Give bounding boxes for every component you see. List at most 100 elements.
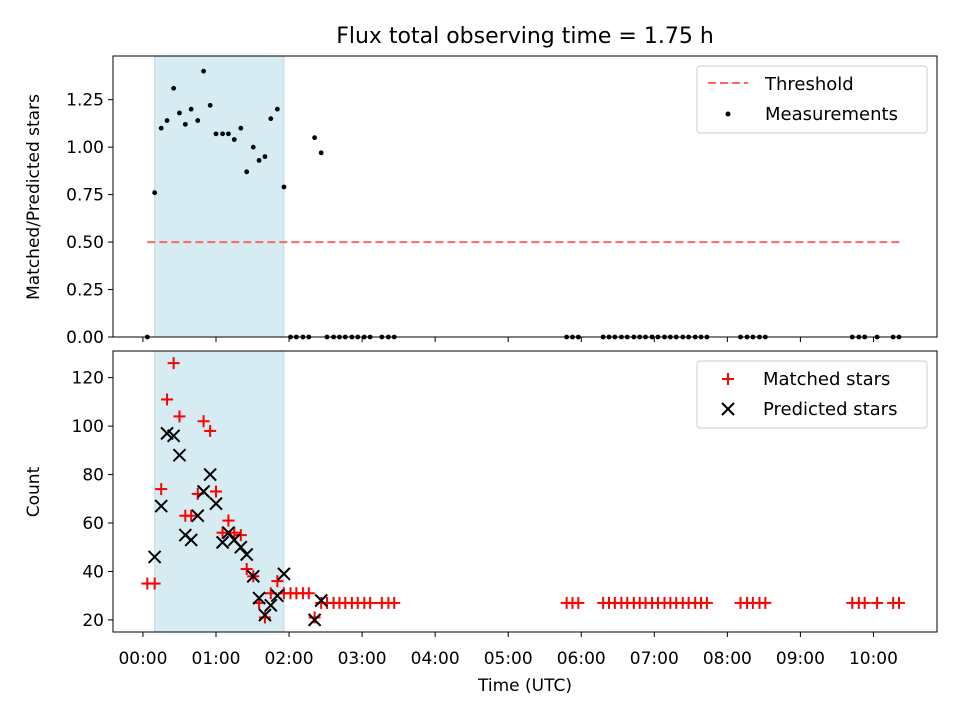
predicted-star-point xyxy=(258,608,272,622)
legend-measurements-swatch xyxy=(725,111,731,117)
top-x-ticks xyxy=(142,337,874,342)
legend-measurements-label: Measurements xyxy=(765,104,898,125)
x-tick-label: 02:00 xyxy=(265,649,314,669)
matched-star-point xyxy=(234,529,247,542)
measurement-point xyxy=(268,116,274,122)
bottom-y-tick-label: 60 xyxy=(82,514,104,534)
top-y-tick-label: 1.00 xyxy=(66,138,104,158)
measurement-point xyxy=(318,150,324,156)
top-highlight-span xyxy=(154,55,285,338)
predicted-star-point xyxy=(215,535,230,550)
top-legend: Threshold Measurements xyxy=(696,65,928,134)
legend-matched-label: Matched stars xyxy=(763,369,890,390)
top-panel: 0.00 0.25 0.50 0.75 1.00 1.25 Flux total obse… xyxy=(24,24,938,348)
predicted-star-point xyxy=(239,547,254,562)
measurement-point xyxy=(188,106,194,112)
matched-star-point xyxy=(572,596,585,609)
bottom-legend-box xyxy=(696,360,928,429)
top-y-ticks: 0.00 0.25 0.50 0.75 1.00 1.25 xyxy=(66,91,113,348)
x-tick-label: 04:00 xyxy=(411,649,460,669)
predicted-star-point xyxy=(314,593,328,608)
measurement-point xyxy=(164,118,170,123)
measurement-point xyxy=(152,190,158,196)
predicted-star-point xyxy=(196,484,211,499)
x-axis-label: Time (UTC) xyxy=(477,676,572,696)
matched-star-point xyxy=(871,596,884,609)
predicted-star-point xyxy=(203,467,217,482)
predicted-star-point xyxy=(166,429,181,443)
bottom-x-ticks: 00:00 01:00 02:00 03:00 04:00 05:00 06:00 07:00… xyxy=(118,632,898,669)
x-tick-label: 06:00 xyxy=(557,649,606,669)
measurement-point xyxy=(213,131,219,137)
top-axes-frame xyxy=(112,55,938,338)
x-tick-label: 00:00 xyxy=(118,649,167,669)
measurement-point xyxy=(207,102,213,108)
matched-star-point xyxy=(216,526,229,539)
predicted-star-point xyxy=(221,525,236,540)
legend-predicted-swatch xyxy=(721,402,735,416)
bottom-panel: 20 40 60 80 100 120 00:00 01:00 02:00 03:00 04:00… xyxy=(24,350,938,696)
matched-star-point xyxy=(155,483,168,496)
measurement-point xyxy=(312,135,318,141)
predicted-star-point xyxy=(172,448,187,462)
predicted-star-point xyxy=(234,540,248,554)
matched-star-point xyxy=(222,514,235,527)
x-tick-label: 05:00 xyxy=(484,649,533,669)
predicted-star-point xyxy=(209,496,223,511)
matched-star-point xyxy=(893,596,906,609)
matched-star-point xyxy=(173,410,186,423)
measurement-point xyxy=(158,125,164,131)
predicted-stars-points xyxy=(147,426,328,627)
matched-star-point xyxy=(258,611,271,624)
measurement-point xyxy=(226,131,231,137)
matched-star-point xyxy=(271,575,284,588)
chart-title: Flux total observing time = 1.75 h xyxy=(336,24,714,49)
measurement-point xyxy=(220,131,225,137)
legend-matched-swatch xyxy=(722,373,734,385)
legend-threshold-label: Threshold xyxy=(764,74,854,95)
measurement-point xyxy=(171,85,177,91)
matched-star-point xyxy=(185,509,198,522)
matched-star-point xyxy=(388,596,401,609)
bottom-y-tick-label: 120 xyxy=(72,369,104,389)
predicted-star-point xyxy=(154,499,168,513)
measurement-point xyxy=(182,121,188,127)
matched-star-point xyxy=(364,596,377,609)
measurement-point xyxy=(195,118,201,123)
x-tick-label: 10:00 xyxy=(849,649,898,669)
bottom-y-tick-label: 100 xyxy=(72,417,104,437)
predicted-star-point xyxy=(184,533,198,547)
predicted-star-point xyxy=(270,588,285,603)
predicted-star-point xyxy=(264,598,278,613)
top-y-axis-label: Matched/Predicted stars xyxy=(24,94,44,300)
top-legend-box xyxy=(696,65,928,134)
x-tick-label: 03:00 xyxy=(338,649,387,669)
matched-star-point xyxy=(197,415,210,428)
matched-star-point xyxy=(308,611,321,624)
top-y-tick-label: 0.25 xyxy=(66,281,104,301)
matched-star-point xyxy=(204,424,217,437)
bottom-y-ticks: 20 40 60 80 100 120 xyxy=(72,369,113,631)
measurement-point xyxy=(281,184,287,190)
x-tick-label: 07:00 xyxy=(630,649,679,669)
matched-stars-points xyxy=(141,357,906,624)
top-y-tick-label: 0.00 xyxy=(66,328,104,348)
top-y-tick-label: 0.75 xyxy=(66,186,104,206)
bottom-y-axis-label: Count xyxy=(24,466,44,517)
predicted-star-point xyxy=(246,569,260,583)
measurement-point xyxy=(238,125,244,131)
bottom-y-tick-label: 40 xyxy=(82,562,104,582)
measurement-point xyxy=(274,106,280,112)
matched-star-point xyxy=(700,596,713,609)
bottom-legend: Matched stars Predicted stars xyxy=(696,360,928,429)
matched-star-point xyxy=(210,485,222,498)
measurement-point xyxy=(177,110,182,116)
legend-predicted-label: Predicted stars xyxy=(763,399,897,420)
predicted-star-point xyxy=(191,509,205,523)
x-tick-label: 09:00 xyxy=(776,649,825,669)
matched-star-point xyxy=(161,393,174,406)
matched-star-point xyxy=(240,563,253,576)
matched-star-point xyxy=(148,577,161,590)
bottom-y-tick-label: 20 xyxy=(82,611,104,631)
